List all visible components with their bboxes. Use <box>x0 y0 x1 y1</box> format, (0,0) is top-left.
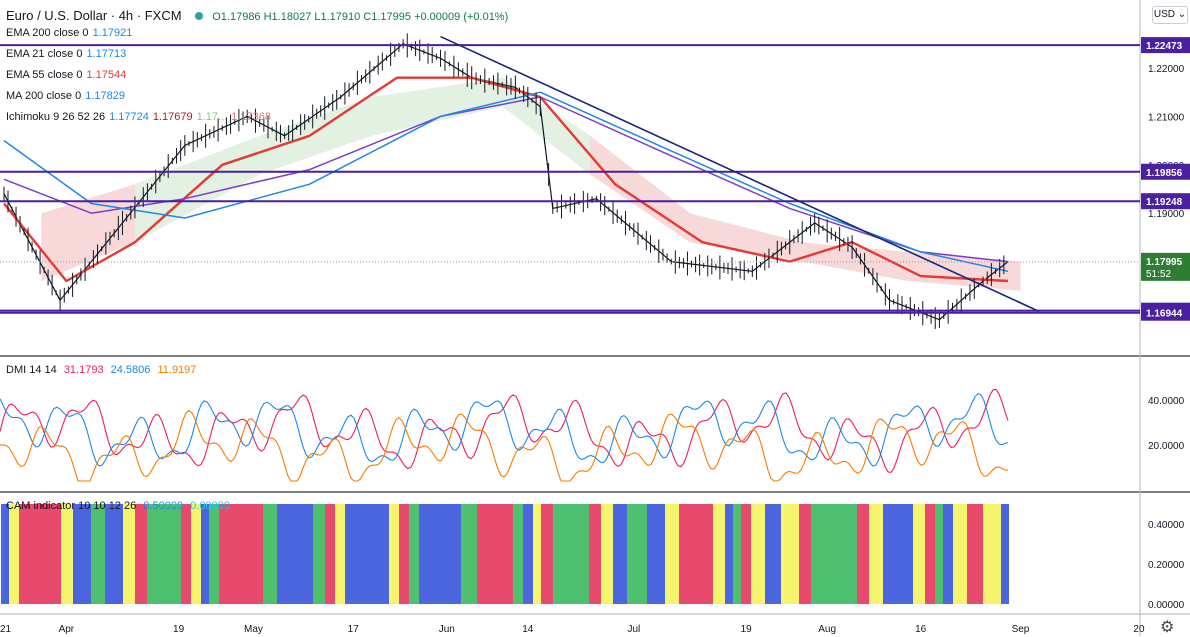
trendline-segment <box>440 35 1040 313</box>
time-tick-label: 16 <box>915 624 927 635</box>
cam-tick-label: 0.20000 <box>1148 560 1185 571</box>
series-line <box>3 96 1009 263</box>
dmi-tick-label: 40.0000 <box>1148 396 1185 407</box>
cam-tick-label: 0.40000 <box>1148 520 1185 531</box>
ichimoku-cloud-segment <box>41 184 135 281</box>
time-tick-label: Jul <box>627 624 640 635</box>
indicator-label: EMA 55 close 0 <box>6 69 83 81</box>
dmi-label[interactable]: DMI 14 14 <box>6 364 57 376</box>
dmi-line <box>0 388 1009 474</box>
symbol-title[interactable]: Euro / U.S. Dollar · 4h · FXCM <box>6 8 182 23</box>
dmi-plus-value: 31.1793 <box>63 364 104 376</box>
time-tick-label: Sep <box>1012 624 1030 635</box>
horizontal-levels <box>0 44 1140 314</box>
indicator-legend-item[interactable]: EMA 200 close 0 1.17921 <box>6 27 132 39</box>
dmi-tick-label: 20.0000 <box>1148 441 1185 452</box>
time-tick-label: 21 <box>0 624 12 635</box>
ichimoku-cloud <box>41 77 1021 291</box>
time-tick-label: 14 <box>522 624 534 635</box>
indicator-value: 1.17368 <box>231 111 271 123</box>
indicator-value: 1.17713 <box>86 48 127 60</box>
cam-label[interactable]: CAM indicator 10 10 12 26 <box>6 500 137 512</box>
ichimoku-cloud-segment <box>590 135 690 243</box>
price-tick-label: 1.19000 <box>1148 209 1185 220</box>
indicator-legend-item[interactable]: EMA 21 close 0 1.17713 <box>6 48 126 60</box>
trendline <box>440 35 1040 313</box>
currency-selector[interactable]: USD ⌄ <box>1152 6 1188 24</box>
level-price-label-box <box>1141 304 1190 321</box>
current-price-label: 1.17995 <box>1146 257 1183 268</box>
indicator-value: 1.17679 <box>152 111 193 123</box>
ohlc-values: O1.17986 H1.18027 L1.17910 C1.17995 +0.0… <box>212 11 509 23</box>
time-tick-label: Jun <box>439 624 455 635</box>
cam-bars <box>1 504 1009 604</box>
time-tick-label: Apr <box>59 624 75 635</box>
ichimoku-cloud-segment <box>259 97 372 175</box>
price-tick-label: 1.21000 <box>1148 112 1185 123</box>
current-price-label-box <box>1141 252 1190 281</box>
level-price-label-box <box>1141 163 1190 180</box>
indicator-label: EMA 200 close 0 <box>6 27 89 39</box>
level-price-label: 1.19856 <box>1146 168 1183 179</box>
time-tick-label: 19 <box>741 624 753 635</box>
dmi-line <box>0 409 1008 482</box>
dmi-line <box>0 392 1009 467</box>
time-tick-label: Aug <box>818 624 836 635</box>
time-tick-label: May <box>244 624 263 635</box>
time-tick-label: 20 <box>1133 624 1145 635</box>
ichimoku-cloud-segment <box>689 213 803 262</box>
indicator-label: Ichimoku 9 26 52 26 <box>6 111 106 123</box>
dmi-series <box>0 388 1009 482</box>
ichimoku-cloud-segment <box>371 77 503 136</box>
indicator-label: EMA 21 close 0 <box>6 48 83 60</box>
indicator-value: 1.17829 <box>85 90 125 102</box>
level-price-label-box <box>1141 193 1190 210</box>
indicator-value: 1.17... <box>196 111 228 123</box>
price-axis: 1.220001.210001.200001.190001.180001.170… <box>1148 64 1185 611</box>
time-tick-label: 17 <box>348 624 360 635</box>
indicator-legend-item[interactable]: EMA 55 close 0 1.17544 <box>6 69 126 81</box>
indicator-value: 1.17724 <box>109 111 149 123</box>
cam-value-1: 0.50000 <box>143 500 184 512</box>
price-labels: 1.224731.198561.192481.169861.169441.179… <box>1141 37 1190 321</box>
dmi-legend: DMI 14 14 31.1793 24.5806 11.9197 <box>6 364 196 376</box>
time-axis: 21 Apr 19 May 17 Jun 14 Jul 19 Aug 16 Sep 20 <box>0 624 1145 635</box>
level-price-label: 1.16944 <box>1146 309 1183 320</box>
indicator-legend-item[interactable]: MA 200 close 0 1.17829 <box>6 90 125 102</box>
chevron-down-icon: ⌄ <box>1177 9 1187 20</box>
level-price-label-box <box>1141 37 1190 54</box>
dmi-minus-value: 24.5806 <box>110 364 151 376</box>
symbol-header: Euro / U.S. Dollar · 4h · FXCM O1.17986 … <box>6 8 508 23</box>
cam-tick-label: 0.00000 <box>1148 600 1185 611</box>
market-status-icon <box>194 12 203 20</box>
indicator-value: 1.17921 <box>92 27 133 39</box>
level-price-label: 1.19248 <box>1146 197 1183 208</box>
level-price-label: 1.22473 <box>1146 41 1183 52</box>
indicator-legend-item[interactable]: Ichimoku 9 26 52 26 1.17724 1.17679 1.17...… <box>6 111 271 123</box>
indicator-label: MA 200 close 0 <box>6 90 82 102</box>
cam-value-2: 0.00000 <box>190 500 230 512</box>
price-tick-label: 1.22000 <box>1148 64 1185 75</box>
cam-legend: CAM indicator 10 10 12 26 0.50000 0.0000… <box>6 500 230 512</box>
indicator-value: 1.17544 <box>86 69 127 81</box>
time-tick-label: 19 <box>173 624 185 635</box>
dmi-adx-value: 11.9197 <box>157 364 197 376</box>
currency-label: USD <box>1153 9 1175 20</box>
series-line <box>3 76 1009 283</box>
ichimoku-cloud-segment <box>502 77 591 175</box>
gear-icon[interactable]: ⚙ <box>1160 619 1175 636</box>
bar-countdown-label: 51:52 <box>1146 269 1171 280</box>
